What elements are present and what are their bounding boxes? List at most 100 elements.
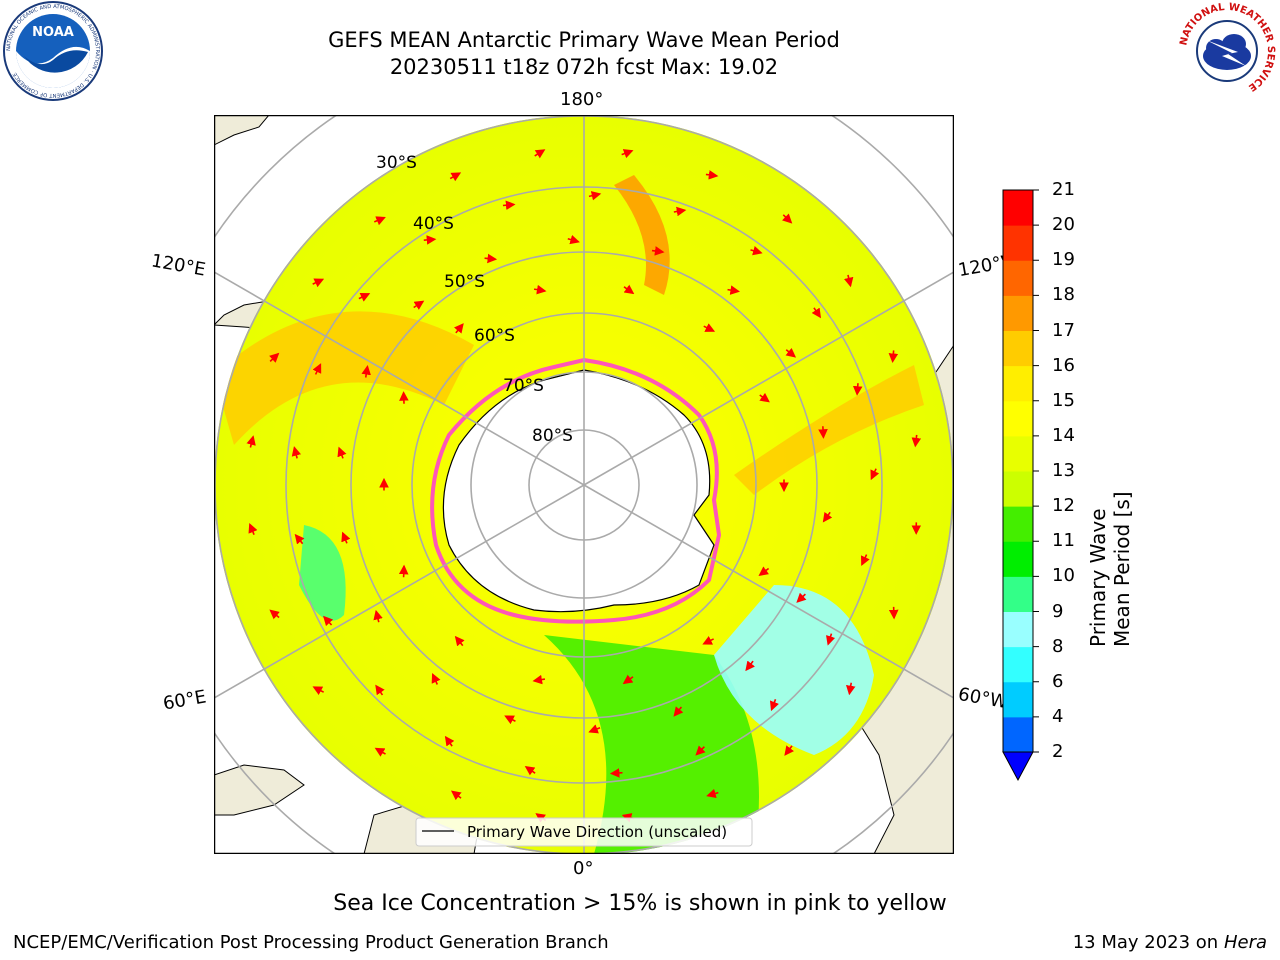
- wave-direction-arrow: [651, 246, 665, 256]
- plot-title: GEFS MEAN Antarctic Primary Wave Mean Pe…: [328, 28, 840, 52]
- wave-direction-arrow: [294, 533, 305, 545]
- wave-direction-arrow: [784, 745, 794, 756]
- colorbar-segment: [1003, 365, 1033, 402]
- wave-direction-arrow: [843, 274, 854, 288]
- wave-direction-arrow: [702, 635, 714, 645]
- wave-direction-arrow: [374, 747, 386, 757]
- wave-direction-arrow: [375, 684, 385, 696]
- colorbar-tick-label: 13: [1052, 460, 1075, 481]
- wave-direction-arrow: [588, 191, 602, 201]
- wave-direction-arrow: [532, 674, 546, 685]
- wave-direction-arrow: [450, 790, 462, 801]
- wave-direction-arrow: [312, 686, 325, 696]
- wave-direction-arrow: [750, 246, 763, 256]
- colorbar-tick-label: 2: [1052, 741, 1064, 762]
- colorbar-tick-label: 4: [1052, 705, 1064, 727]
- wave-direction-arrow: [524, 766, 536, 776]
- wave-direction-arrow: [759, 392, 770, 403]
- wave-direction-arrow: [449, 172, 462, 182]
- wave-direction-arrow: [312, 363, 322, 375]
- land-region: [214, 115, 270, 146]
- wave-direction-arrow: [703, 323, 716, 332]
- colorbar-tick-label: 16: [1052, 354, 1075, 376]
- lon-label-180: 180°: [560, 89, 604, 110]
- colorbar-segment: [1003, 716, 1033, 753]
- low-period-band: [714, 585, 874, 755]
- colorbar-tick-label: 6: [1052, 670, 1064, 692]
- wave-direction-arrow: [358, 292, 371, 302]
- wave-direction-arrow: [825, 633, 836, 646]
- wave-direction-arrow: [361, 365, 371, 378]
- nws-logo: NATIONAL WEATHER SERVICE: [1178, 2, 1276, 100]
- wave-direction-arrow: [312, 278, 325, 288]
- colorbar-segment: [1003, 400, 1033, 437]
- colorbar-tick-label: 10: [1052, 565, 1075, 587]
- wave-direction-arrow: [423, 235, 437, 245]
- map-panel: Primary Wave Direction (unscaled) 30°S 4…: [213, 114, 955, 855]
- wave-direction-arrow: [567, 234, 580, 245]
- wave-direction-arrow: [811, 307, 821, 319]
- wave-direction-arrow: [911, 434, 922, 448]
- wave-direction-arrow: [695, 745, 706, 756]
- high-period-band: [734, 365, 924, 495]
- wave-direction-arrow: [609, 768, 623, 778]
- wave-direction-arrow: [818, 426, 828, 439]
- lat-label-70S: 70°S: [503, 376, 544, 396]
- wave-direction-arrow: [246, 435, 256, 448]
- wave-direction-arrow: [870, 468, 880, 481]
- wave-direction-arrow: [860, 554, 870, 566]
- lon-label-60E: 60°E: [161, 686, 208, 715]
- wave-direction-arrow: [269, 352, 280, 363]
- wave-direction-arrow: [622, 674, 634, 685]
- footer-date: 13 May 2023 on Hera: [1072, 932, 1267, 953]
- wave-direction-arrow: [373, 216, 386, 226]
- colorbar-tick-label: 20: [1052, 214, 1075, 236]
- lat-label-80S: 80°S: [532, 426, 573, 446]
- wave-direction-arrow: [413, 300, 425, 310]
- colorbar-segment: [1003, 576, 1033, 612]
- colorbar-segment: [1003, 295, 1033, 331]
- wave-direction-arrow: [621, 149, 634, 159]
- high-period-band: [614, 175, 670, 295]
- wave-direction-arrow: [269, 609, 280, 620]
- wave-direction-arrow: [782, 213, 793, 224]
- noaa-logo: NATIONAL OCEANIC AND ATMOSPHERIC ADMINIS…: [3, 1, 103, 101]
- wave-direction-arrow: [588, 724, 601, 734]
- wave-direction-arrow: [785, 347, 797, 358]
- high-period-band: [214, 311, 474, 445]
- lat-label-50S: 50°S: [444, 272, 485, 292]
- colorbar-tick-label: 18: [1052, 284, 1075, 306]
- colorbar-segment: [1003, 471, 1033, 507]
- colorbar-tick-label: 15: [1052, 389, 1075, 411]
- colorbar-segment: [1003, 225, 1033, 261]
- south-polar-map: Primary Wave Direction (unscaled) 30°S 4…: [213, 114, 955, 855]
- wave-direction-arrow: [444, 735, 455, 747]
- colorbar-tick-label: 9: [1052, 600, 1064, 622]
- wave-direction-arrow: [623, 284, 635, 295]
- lat-label-40S: 40°S: [413, 214, 454, 234]
- plot-subtitle: 20230511 t18z 072h fcst Max: 19.02: [389, 55, 779, 79]
- wave-direction-arrow: [533, 284, 547, 295]
- wave-direction-arrow: [502, 200, 516, 211]
- colorbar-tick-label: 8: [1052, 635, 1064, 657]
- legend-text: Primary Wave Direction (unscaled): [467, 823, 727, 841]
- colorbar-tick-label: 19: [1052, 249, 1075, 271]
- colorbar-segment: [1003, 541, 1033, 577]
- wave-direction-arrow: [248, 523, 258, 536]
- wave-direction-arrow: [673, 206, 687, 217]
- sea-ice-edge: [430, 357, 722, 624]
- sea-ice-note: Sea Ice Concentration > 15% is shown in …: [333, 891, 947, 916]
- low-period-band: [544, 635, 759, 854]
- colorbar-segment: [1003, 435, 1033, 472]
- colorbar-segment: [1003, 646, 1033, 683]
- wave-direction-arrow: [727, 285, 740, 295]
- footer-branch: NCEP/EMC/Verification Post Processing Pr…: [13, 932, 609, 953]
- wave-direction-arrow: [373, 609, 383, 623]
- colorbar-label: Primary Wave Mean Period [s]: [1086, 491, 1134, 647]
- footer-host: Hera: [1223, 932, 1267, 953]
- colorbar: [1002, 189, 1039, 782]
- wave-direction-arrow: [706, 788, 719, 799]
- wave-direction-arrow: [534, 149, 546, 159]
- noaa-wordmark: NOAA: [32, 25, 74, 40]
- colorbar-segment: [1003, 190, 1033, 226]
